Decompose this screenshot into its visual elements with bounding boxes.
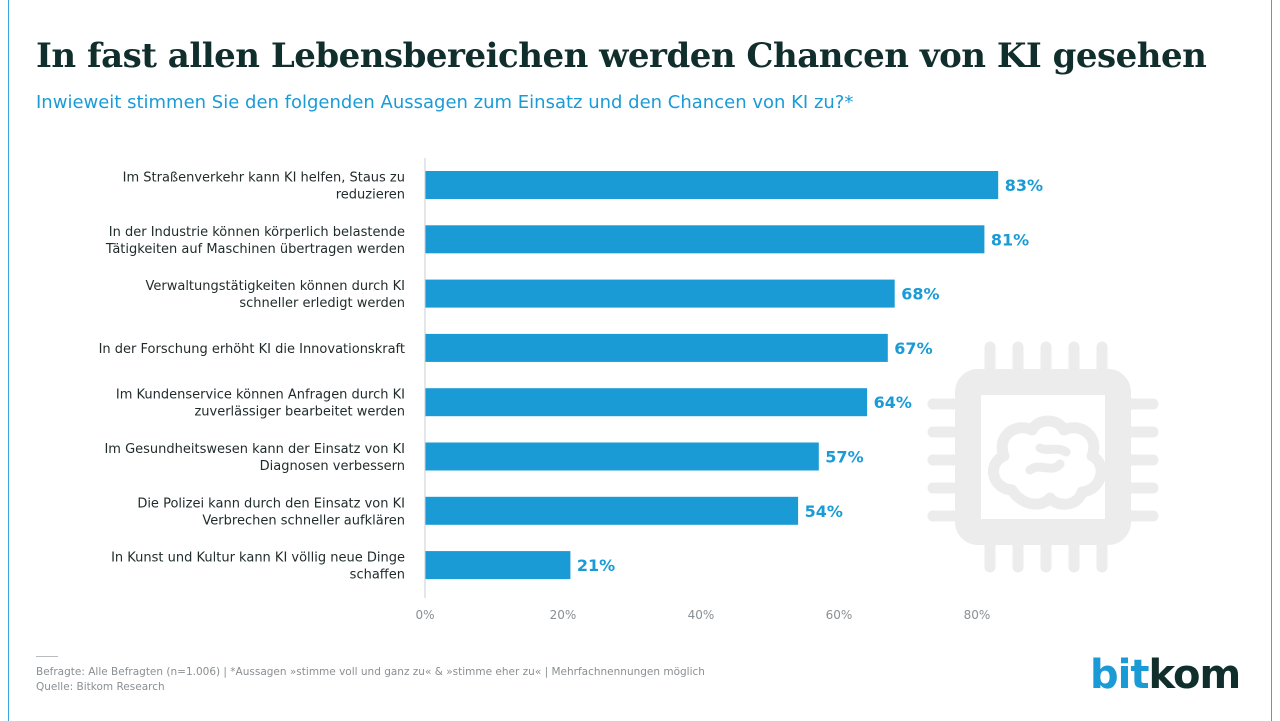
value-label-3: 67% <box>894 339 932 358</box>
category-label-3: In der Forschung erhöht KI die Innovatio… <box>99 342 405 357</box>
category-label-7-line-1: schaffen <box>350 568 405 583</box>
category-label-1-line-0: In der Industrie können körperlich belas… <box>109 225 405 240</box>
x-tick-label-1: 20% <box>550 608 577 622</box>
category-label-6-line-1: Verbrechen schneller aufklären <box>202 513 405 528</box>
category-label-4-line-0: Im Kundenservice können Anfragen durch K… <box>116 388 405 403</box>
category-label-0-line-0: Im Straßenverkehr kann KI helfen, Staus … <box>123 171 405 186</box>
value-label-6: 54% <box>805 502 843 521</box>
category-label-5-line-1: Diagnosen verbessern <box>260 459 405 474</box>
chart-subtitle: Inwieweit stimmen Sie den folgenden Auss… <box>36 92 854 113</box>
category-label-5-line-0: Im Gesundheitswesen kann der Einsatz von… <box>104 442 405 457</box>
bar-7 <box>425 551 571 580</box>
value-labels-layer: 83% 81% 68% 67% 64% 57% 54% 21% <box>577 176 1043 575</box>
footnote-source: Quelle: Bitkom Research <box>36 681 165 693</box>
value-label-5: 57% <box>825 448 863 467</box>
category-label-7: In Kunst und Kultur kann KI völlig neue … <box>111 551 405 583</box>
category-label-2-line-0: Verwaltungstätigkeiten können durch KI <box>146 279 406 294</box>
x-tick-label-4: 80% <box>964 608 991 622</box>
bar-6 <box>425 496 799 525</box>
category-label-0-line-1: reduzieren <box>336 188 405 203</box>
value-label-1: 81% <box>991 230 1029 249</box>
value-label-0: 83% <box>1005 176 1043 195</box>
ai-chip-brain-icon <box>927 341 1159 573</box>
bar-2 <box>425 279 895 308</box>
category-label-0: Im Straßenverkehr kann KI helfen, Staus … <box>123 171 405 203</box>
category-label-6: Die Polizei kann durch den Einsatz von K… <box>137 496 405 528</box>
category-label-4-line-1: zuverlässiger bearbeitet werden <box>194 405 405 420</box>
category-label-2-line-1: schneller erledigt werden <box>239 296 405 311</box>
footer-divider <box>36 656 58 657</box>
category-label-1: In der Industrie können körperlich belas… <box>105 225 405 257</box>
bar-1 <box>425 225 985 254</box>
bars-layer <box>425 171 999 580</box>
category-label-6-line-0: Die Polizei kann durch den Einsatz von K… <box>137 496 405 511</box>
value-label-7: 21% <box>577 556 615 575</box>
logo-part-kom: kom <box>1148 652 1241 698</box>
x-tick-label-0: 0% <box>415 608 434 622</box>
category-label-4: Im Kundenservice können Anfragen durch K… <box>116 388 405 420</box>
bar-3 <box>425 333 888 362</box>
bar-0 <box>425 171 999 199</box>
footnote-respondents: Befragte: Alle Befragten (n=1.006) | *Au… <box>36 666 705 678</box>
category-label-1-line-1: Tätigkeiten auf Maschinen übertragen wer… <box>105 242 405 257</box>
category-label-3-line-0: In der Forschung erhöht KI die Innovatio… <box>99 342 405 357</box>
x-tick-label-2: 40% <box>688 608 715 622</box>
category-labels-layer: Im Straßenverkehr kann KI helfen, Staus … <box>99 171 405 583</box>
bitkom-logo: bitkom <box>1090 652 1241 698</box>
value-label-4: 64% <box>874 393 912 412</box>
chart-title: In fast allen Lebensbereichen werden Cha… <box>36 36 1207 76</box>
value-label-2: 68% <box>901 285 939 304</box>
bar-5 <box>425 442 819 471</box>
category-label-5: Im Gesundheitswesen kann der Einsatz von… <box>104 442 405 474</box>
category-label-7-line-0: In Kunst und Kultur kann KI völlig neue … <box>111 551 405 566</box>
bar-4 <box>425 388 868 417</box>
logo-part-bit: bit <box>1090 652 1149 698</box>
category-label-2: Verwaltungstätigkeiten können durch KI sc… <box>146 279 406 311</box>
x-tick-label-3: 60% <box>826 608 853 622</box>
x-axis-ticks-layer: 0% 20% 40% 60% 80% <box>415 608 990 622</box>
